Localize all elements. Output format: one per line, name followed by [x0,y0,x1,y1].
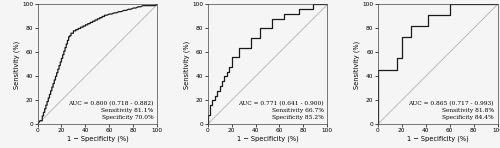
Y-axis label: Sensitivity (%): Sensitivity (%) [184,40,190,89]
X-axis label: 1 − Specificity (%): 1 − Specificity (%) [236,136,298,142]
Text: AUC = 0.800 (0.718 - 0.882)
Sensitivity 81.1%
Specificity 70.0%: AUC = 0.800 (0.718 - 0.882) Sensitivity … [68,101,154,120]
Y-axis label: Sensitivity (%): Sensitivity (%) [354,40,360,89]
X-axis label: 1 − Specificity (%): 1 − Specificity (%) [406,136,469,142]
Text: AUC = 0.771 (0.641 - 0.900)
Sensitivity 66.7%
Specificity 85.2%: AUC = 0.771 (0.641 - 0.900) Sensitivity … [238,101,324,120]
Y-axis label: Sensitivity (%): Sensitivity (%) [14,40,20,89]
Text: AUC = 0.865 (0.717 - 0.993)
Sensitivity 81.8%
Specificity 84.4%: AUC = 0.865 (0.717 - 0.993) Sensitivity … [408,101,494,120]
X-axis label: 1 − Specificity (%): 1 − Specificity (%) [66,136,128,142]
